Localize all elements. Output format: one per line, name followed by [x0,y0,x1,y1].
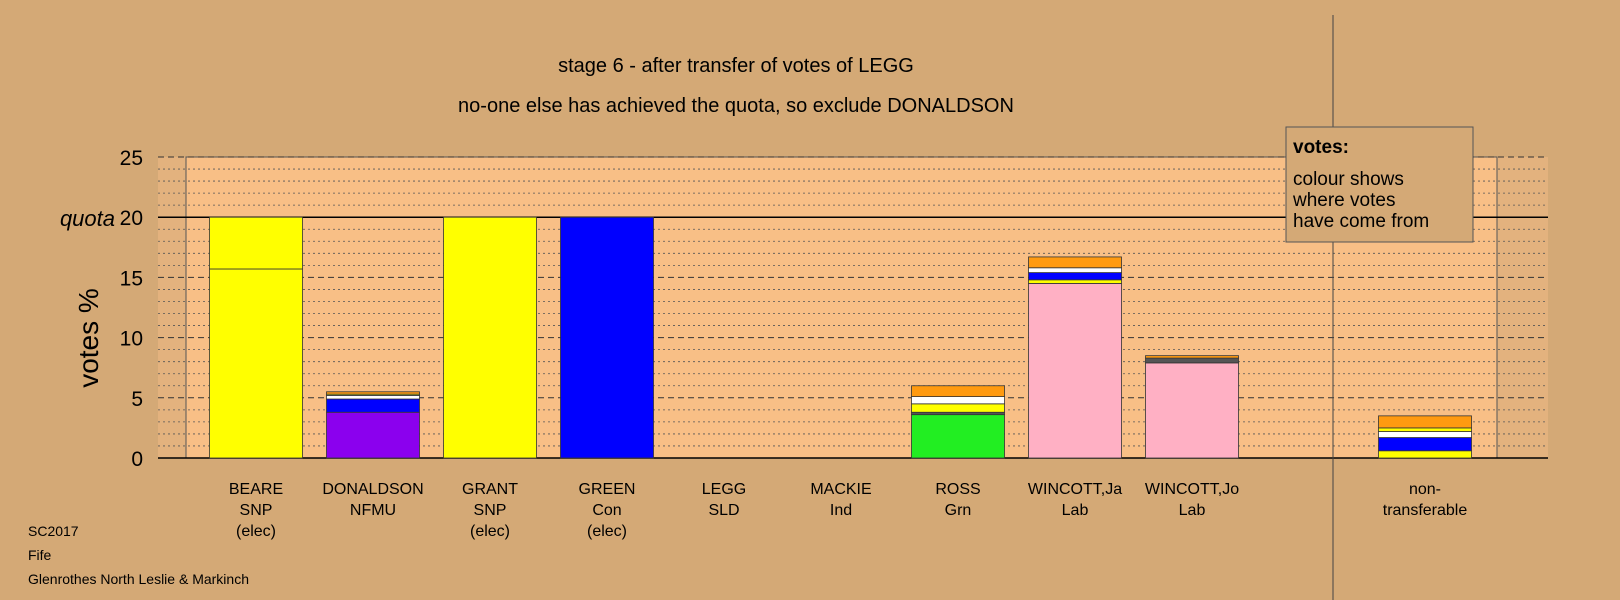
candidate-name: LEGG [702,481,746,498]
candidate-party: transferable [1383,502,1468,519]
bar-segment-ind [326,394,420,400]
bar-segment-sld [1028,256,1122,269]
candidate-party: Ind [830,502,852,519]
quota-label: quota [60,206,115,231]
footer-council: Fife [28,547,52,563]
candidate-name: ROSS [935,481,980,498]
bar-segment-con [560,216,654,459]
candidate-party: SLD [708,502,739,519]
legend-title: votes: [1293,137,1349,158]
candidate-party: Lab [1062,502,1089,519]
bar-segment-snp [209,268,303,459]
bar-segment-snp [911,403,1005,413]
bar-segment-sld [911,385,1005,397]
bar-segment-other [1145,357,1239,364]
bar-segment-snp [443,216,537,459]
candidate-name: GREEN [579,481,636,498]
bar-segment-sld [1378,415,1472,429]
legend-box: votes: colour shows where votes have com… [1285,126,1474,243]
legend-line-2: where votes [1292,190,1395,211]
bar-segment-snp [1378,450,1472,459]
candidate-status: (elec) [470,523,510,540]
footer-election: SC2017 [28,523,79,539]
candidate-name: WINCOTT,Ja [1028,481,1122,498]
y-tick-label: 10 [120,328,143,351]
candidate-party: SNP [240,502,273,519]
bar-segment-lab [1145,362,1239,459]
candidate-name: non- [1409,481,1441,498]
y-tick-label: 20 [120,207,143,230]
legend-line-1: colour shows [1293,169,1404,190]
bar-segment-nfmu [326,411,420,459]
candidate-status: (elec) [587,523,627,540]
bar-segment-grn [911,414,1005,459]
candidate-party: NFMU [350,502,396,519]
candidate-party: SNP [474,502,507,519]
bar-segment-con [1028,272,1122,281]
candidate-name: DONALDSON [322,481,423,498]
legend-line-3: have come from [1293,211,1429,232]
candidate-name: MACKIE [810,481,871,498]
candidate-name: WINCOTT,Jo [1145,481,1239,498]
y-tick-label: 0 [131,448,143,471]
y-tick-label: 25 [120,147,143,170]
chart-subtitle: no-one else has achieved the quota, so e… [458,95,1014,117]
legend-frame [1285,126,1474,243]
candidate-party: Grn [945,502,972,519]
bar-segment-sld [326,391,420,395]
candidate-party: Lab [1179,502,1206,519]
y-axis-label: votes % [73,288,104,388]
y-tick-label: 5 [131,388,143,411]
candidate-name: BEARE [229,481,283,498]
footer-ward: Glenrothes North Leslie & Markinch [28,571,249,587]
chart-title: stage 6 - after transfer of votes of LEG… [558,55,914,77]
candidate-name: GRANT [462,481,518,498]
bar-segment-con [326,398,420,413]
bar-segment-snp [1028,279,1122,284]
bar-segment-ind [1378,431,1472,438]
bar-segment-ind [1028,267,1122,273]
bar-segment-snp [1378,427,1472,432]
bar-segment-snp [209,216,303,270]
bar-segment-ind [911,396,1005,405]
bar-segment-sld [1145,355,1239,359]
bar-segment-lab [1028,283,1122,459]
candidate-party: Con [592,502,621,519]
y-tick-label: 15 [120,267,143,290]
bar-segment-con [1378,437,1472,452]
candidate-status: (elec) [236,523,276,540]
